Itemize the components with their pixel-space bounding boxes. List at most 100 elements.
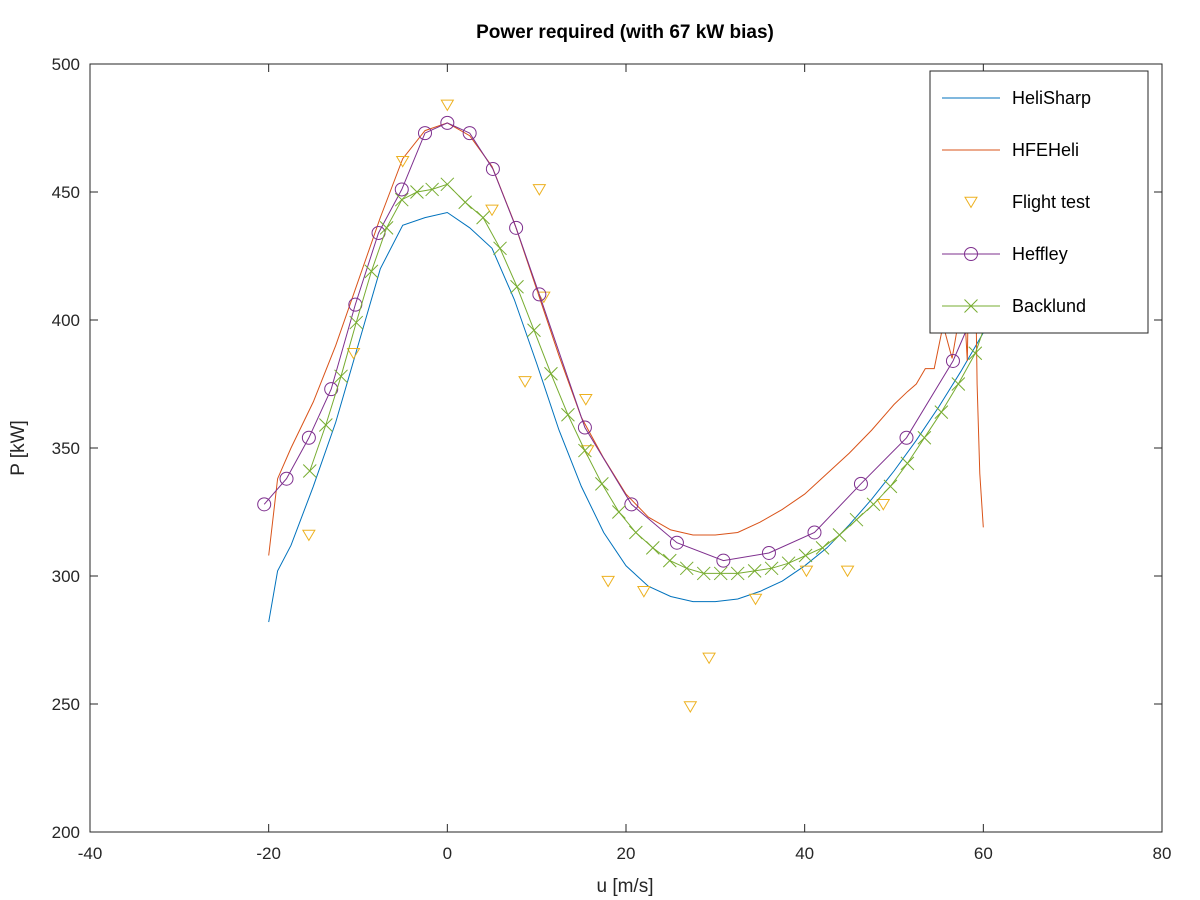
data-point: [578, 394, 593, 406]
data-point: [679, 561, 694, 576]
series-line: [263, 122, 999, 562]
data-point: [900, 456, 915, 471]
y-tick-label: 200: [52, 823, 80, 842]
plot-area: [257, 99, 1006, 713]
data-point: [425, 182, 440, 197]
data-point: [807, 525, 822, 540]
x-tick-label: 0: [443, 844, 452, 863]
data-point: [440, 99, 455, 112]
legend-marker: [964, 299, 978, 313]
x-tick-label: 80: [1153, 844, 1172, 863]
data-point: [485, 204, 499, 217]
data-point: [951, 377, 966, 391]
data-point: [462, 126, 477, 141]
legend-item: Flight test: [964, 192, 1090, 212]
series-helisharp: [268, 211, 984, 623]
data-point: [485, 161, 500, 176]
data-point: [440, 115, 455, 130]
x-tick-label: 40: [795, 844, 814, 863]
legend-item: Heffley: [942, 244, 1068, 264]
data-point: [662, 553, 677, 568]
legend-label: HeliSharp: [1012, 88, 1091, 108]
data-point: [394, 182, 409, 197]
data-point: [544, 366, 558, 381]
legend-label: Backlund: [1012, 296, 1086, 316]
data-point: [968, 346, 983, 361]
data-point: [645, 540, 660, 555]
legend-item: HeliSharp: [942, 88, 1091, 108]
data-point: [561, 407, 575, 422]
data-point: [577, 420, 592, 435]
series-heffley: [257, 115, 1006, 568]
data-point: [716, 553, 731, 568]
data-point: [883, 479, 898, 494]
data-point: [669, 535, 684, 550]
data-point: [458, 195, 473, 210]
data-point: [866, 497, 881, 512]
x-axis-label: u [m/s]: [596, 876, 653, 897]
data-point: [840, 565, 855, 578]
data-point: [747, 564, 762, 578]
data-point: [395, 155, 410, 168]
legend-marker: [964, 196, 978, 209]
data-point: [899, 430, 914, 445]
data-point: [761, 545, 776, 560]
y-tick-label: 300: [52, 567, 80, 586]
data-point: [853, 476, 868, 491]
y-tick-label: 350: [52, 439, 80, 458]
data-point: [601, 575, 616, 588]
legend-item: Backlund: [942, 296, 1086, 316]
data-point: [518, 376, 532, 388]
data-point: [476, 210, 490, 225]
data-point: [410, 185, 424, 199]
data-point: [301, 430, 316, 445]
data-point: [379, 220, 394, 235]
data-point: [302, 464, 317, 478]
series-backlund: [302, 177, 1000, 581]
x-tick-label: 60: [974, 844, 993, 863]
legend-label: HFEHeli: [1012, 140, 1079, 160]
data-point: [334, 369, 348, 384]
data-point: [748, 593, 763, 606]
data-point: [318, 418, 333, 432]
data-point: [279, 471, 294, 486]
series-hfeheli: [268, 122, 984, 556]
data-point: [683, 701, 698, 713]
data-point: [713, 566, 728, 581]
data-point: [418, 126, 432, 141]
data-point: [611, 505, 626, 519]
data-point: [696, 566, 711, 581]
data-point: [799, 565, 814, 578]
data-point: [578, 443, 592, 458]
data-point: [536, 291, 551, 304]
legend-marker: [964, 247, 978, 261]
data-point: [493, 241, 507, 256]
data-point: [628, 525, 643, 540]
data-point: [945, 353, 960, 368]
y-tick-label: 450: [52, 183, 80, 202]
data-point: [301, 529, 316, 542]
data-point: [510, 279, 524, 294]
data-point: [364, 264, 379, 279]
data-point: [876, 499, 891, 511]
data-point: [917, 430, 932, 445]
y-tick-label: 400: [52, 311, 80, 330]
legend: HeliSharp HFEHeli Flight test Heffley Backlu…: [929, 70, 1149, 334]
x-tick-label: -20: [256, 844, 281, 863]
axes: -40 -20 0 20 40 60 80 200 250 300 350 400 450 500: [52, 55, 1172, 863]
data-point: [349, 315, 364, 330]
data-point: [532, 184, 547, 196]
data-point: [624, 497, 639, 512]
data-point: [934, 405, 949, 420]
data-point: [595, 476, 609, 491]
data-point: [324, 382, 339, 397]
data-point: [815, 540, 830, 555]
data-point: [798, 548, 813, 563]
y-tick-label: 500: [52, 55, 80, 74]
y-axis-label: P [kW]: [8, 420, 29, 476]
legend-label: Heffley: [1012, 244, 1068, 264]
data-point: [509, 220, 524, 235]
data-point: [730, 566, 745, 581]
data-point: [832, 528, 847, 542]
